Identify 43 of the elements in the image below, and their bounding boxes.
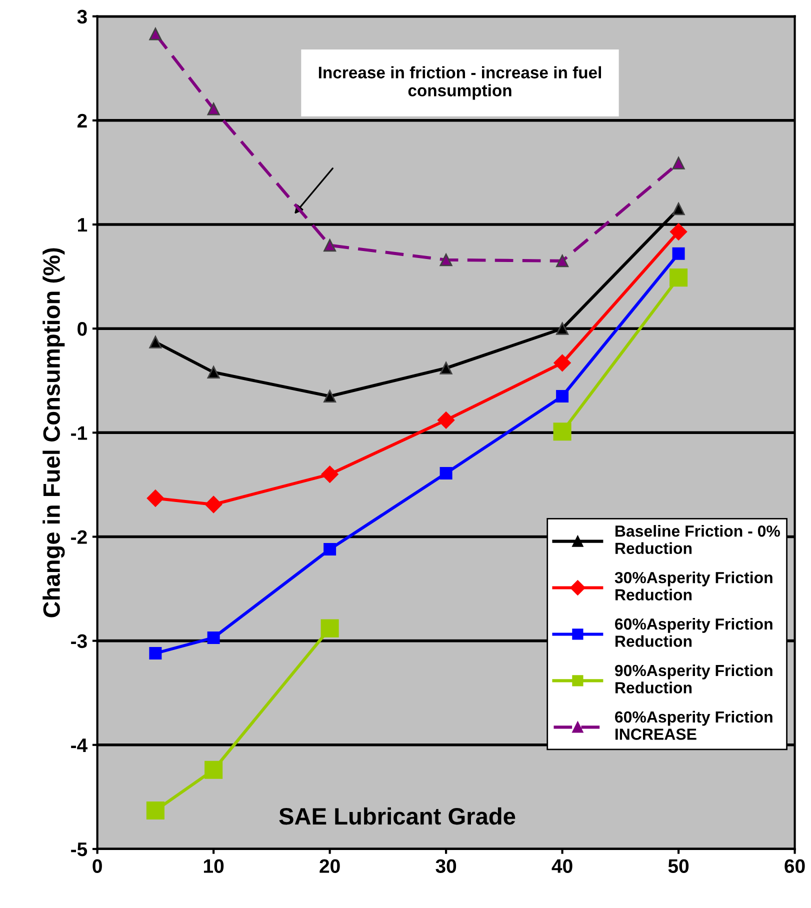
- point: [324, 390, 336, 402]
- legend-label: Baseline Friction - 0% Reduction: [616, 525, 780, 554]
- y-axis-title: Change in Fuel Consumption (%): [42, 248, 65, 618]
- legend-label: 60%Asperity Friction INCREASE: [615, 710, 772, 740]
- y-tick-label: -2: [71, 530, 87, 544]
- x-tick-label: 50: [668, 859, 689, 873]
- point: [438, 412, 455, 429]
- y-tick-label: 2: [77, 114, 87, 128]
- legend-label: 90%Asperity Friction Reduction: [614, 664, 772, 694]
- legend-label: 60%Asperity Friction Reduction: [615, 618, 772, 647]
- point: [672, 156, 685, 170]
- x-tick-label: 20: [320, 859, 340, 873]
- y-tick-label: -4: [71, 738, 88, 752]
- legend-label: 30%Asperity Friction Reduction: [614, 572, 772, 600]
- point: [149, 28, 162, 40]
- x-tick-label: 30: [436, 859, 456, 874]
- point: [205, 496, 222, 514]
- y-tick-label: -5: [71, 842, 88, 856]
- point: [146, 490, 164, 507]
- point: [324, 542, 336, 556]
- y-tick-label: -3: [71, 634, 87, 648]
- point: [324, 239, 336, 252]
- point: [321, 466, 338, 483]
- point: [440, 467, 452, 480]
- point: [672, 247, 685, 260]
- y-tick-label: 0: [78, 322, 87, 336]
- point: [207, 366, 220, 379]
- x-axis-title: SAE Lubricant Grade: [279, 807, 516, 825]
- point: [440, 254, 452, 266]
- x-tick-label: 10: [204, 859, 224, 873]
- point: [440, 362, 452, 374]
- point: [207, 102, 220, 116]
- x-tick-label: 0: [92, 859, 102, 873]
- y-tick-label: -1: [71, 426, 88, 440]
- annotation: Increase in friction - increase in fuel consumption: [318, 66, 602, 100]
- point: [556, 254, 569, 268]
- point: [149, 336, 162, 348]
- point: [672, 202, 685, 216]
- y-tick-label: 1: [78, 218, 88, 232]
- x-tick-label: 60: [784, 859, 805, 873]
- y-tick-label: 3: [77, 10, 87, 24]
- x-tick-label: 40: [552, 859, 572, 873]
- point: [670, 223, 688, 240]
